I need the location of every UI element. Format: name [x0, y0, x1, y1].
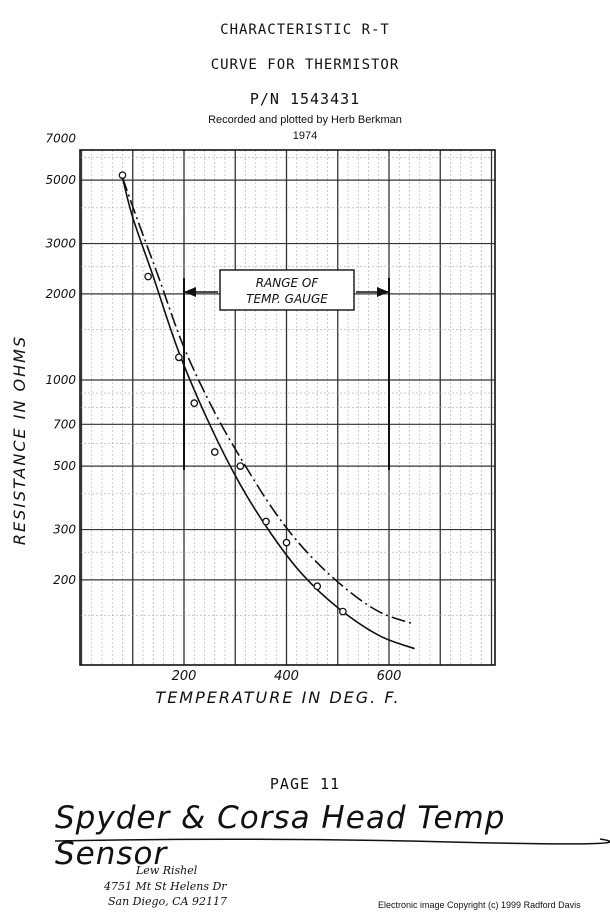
y-tick-label: 3000 [45, 237, 76, 251]
plot-frame [79, 149, 496, 666]
x-axis-label: TEMPERATURE IN DEG. F. [155, 688, 400, 707]
data-point [313, 582, 322, 591]
gauge-annotation-line1: RANGE OF [256, 276, 320, 290]
curve-series-2 [121, 177, 415, 625]
underline-stroke [54, 838, 610, 845]
gauge-arrow-left-head [184, 287, 196, 297]
chart-title-line2: CURVE FOR THERMISTOR [210, 57, 400, 73]
recorded-by: Recorded and plotted by Herb Berkman [208, 114, 402, 126]
handwritten-note: Spyder & Corsa Head Temp Sensor [55, 800, 506, 872]
address-name: Lew Rishel [136, 864, 198, 877]
gauge-annotation-line2: TEMP. GAUGE [246, 292, 328, 306]
data-point [210, 448, 219, 456]
y-tick-label: 1000 [45, 373, 76, 387]
part-number: P/N 1543431 [249, 90, 361, 108]
x-tick-label: 600 [377, 669, 402, 684]
year: 1974 [292, 130, 318, 142]
x-tick-label: 200 [172, 669, 197, 684]
y-tick-label: 300 [53, 523, 76, 537]
gauge-annotation-box [219, 269, 355, 311]
y-tick-label: 500 [53, 459, 76, 473]
data-point [339, 607, 347, 616]
copyright: Electronic image Copyright (c) 1999 Radf… [378, 900, 581, 910]
chart-title-line1: CHARACTERISTIC R-T [220, 22, 390, 38]
page-number: PAGE 11 [269, 775, 341, 793]
gauge-arrow-right-head [377, 287, 389, 297]
data-point [190, 399, 199, 407]
x-tick-label: 400 [274, 669, 299, 684]
data-point [175, 353, 183, 362]
y-tick-label: 7000 [45, 131, 76, 145]
curve-series-1 [121, 177, 415, 650]
data-point [144, 272, 152, 281]
data-point [282, 538, 291, 547]
y-axis-label: RESISTANCE IN OHMS [10, 335, 29, 545]
address-street: 4751 Mt St Helens Dr [104, 880, 227, 893]
data-point [118, 171, 127, 180]
address-city: San Diego, CA 92117 [108, 895, 228, 908]
y-tick-label: 5000 [45, 173, 76, 187]
y-tick-label: 2000 [45, 287, 76, 301]
data-point [236, 462, 245, 470]
data-point [262, 517, 270, 526]
y-tick-label: 200 [53, 573, 76, 587]
y-tick-label: 700 [53, 417, 76, 431]
